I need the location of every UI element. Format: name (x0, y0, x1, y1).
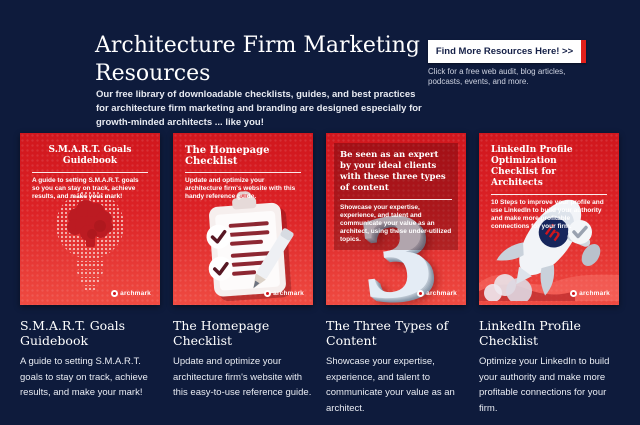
card-homepage-checklist[interactable]: The Homepage Checklist Update and optimi… (173, 133, 313, 305)
archmark-logo: archmark (417, 290, 457, 297)
card-description-homepage-checklist: Update and optimize your architecture fi… (173, 356, 312, 398)
card-cover-title: LinkedIn Profile Optimization Checklist … (491, 145, 607, 195)
archmark-logo: archmark (264, 290, 304, 297)
archmark-logo-icon (264, 290, 272, 297)
archmark-logo-text: archmark (579, 290, 610, 297)
card-cover-header: Be seen as an expert by your ideal clien… (334, 143, 458, 250)
page-subtitle: Our free library of downloadable checkli… (96, 89, 422, 128)
card-cover-subtitle: 10 Steps to improve your profile and use… (491, 199, 604, 230)
card-three-types-of-content[interactable]: Be seen as an expert by your ideal clien… (326, 133, 466, 305)
card-heading-linkedin[interactable]: LinkedIn Profile Checklist (479, 318, 581, 348)
card-heading-three-types[interactable]: The Three Types of Content (326, 318, 449, 348)
find-more-resources-button[interactable]: Find More Resources Here! >> (428, 40, 586, 63)
card-cover-header: S.M.A.R.T. Goals Guidebook A guide to se… (32, 145, 148, 201)
card-description-linkedin: Optimize your LinkedIn to build your aut… (479, 356, 610, 414)
archmark-logo-text: archmark (120, 290, 151, 297)
resource-column-three-types: Be seen as an expert by your ideal clien… (326, 133, 466, 416)
card-description-three-types: Showcase your expertise, experience, and… (326, 356, 455, 414)
archmark-logo-icon (570, 290, 578, 297)
archmark-logo-text: archmark (273, 290, 304, 297)
card-linkedin-checklist[interactable]: LinkedIn Profile Optimization Checklist … (479, 133, 619, 305)
resource-card-grid: S.M.A.R.T. Goals Guidebook A guide to se… (20, 133, 619, 416)
archmark-logo: archmark (570, 290, 610, 297)
card-cover-subtitle: Showcase your expertise, experience, and… (340, 204, 452, 243)
card-description-smart-goals: A guide to setting S.M.A.R.T. goals to s… (20, 356, 148, 398)
rocket-linkedin-icon: in (479, 179, 619, 304)
archmark-logo-icon (417, 290, 425, 297)
card-cover-header: LinkedIn Profile Optimization Checklist … (491, 145, 607, 231)
cta-caption: Click for a free web audit, blog article… (428, 67, 566, 86)
card-cover-header: The Homepage Checklist Update and optimi… (185, 145, 301, 201)
card-cover-title: S.M.A.R.T. Goals Guidebook (32, 145, 148, 173)
resource-column-smart-goals: S.M.A.R.T. Goals Guidebook A guide to se… (20, 133, 160, 416)
page-title: Architecture Firm Marketing Resources (95, 33, 420, 86)
card-smart-goals-guidebook[interactable]: S.M.A.R.T. Goals Guidebook A guide to se… (20, 133, 160, 305)
archmark-logo-text: archmark (426, 290, 457, 297)
card-heading-smart-goals[interactable]: S.M.A.R.T. Goals Guidebook (20, 318, 126, 348)
card-cover-subtitle: A guide to setting S.M.A.R.T. goals so y… (32, 177, 139, 200)
archmark-logo-icon (111, 290, 119, 297)
lightbulb-brain-icon (20, 179, 160, 301)
resource-column-linkedin: LinkedIn Profile Optimization Checklist … (479, 133, 619, 416)
card-cover-title: The Homepage Checklist (185, 145, 301, 173)
card-heading-homepage-checklist[interactable]: The Homepage Checklist (173, 318, 270, 348)
resource-column-homepage-checklist: The Homepage Checklist Update and optimi… (173, 133, 313, 416)
card-cover-subtitle: Update and optimize your architecture fi… (185, 177, 296, 200)
card-cover-title: Be seen as an expert by your ideal clien… (340, 150, 452, 200)
archmark-logo: archmark (111, 290, 151, 297)
clipboard-checklist-icon (173, 179, 313, 302)
